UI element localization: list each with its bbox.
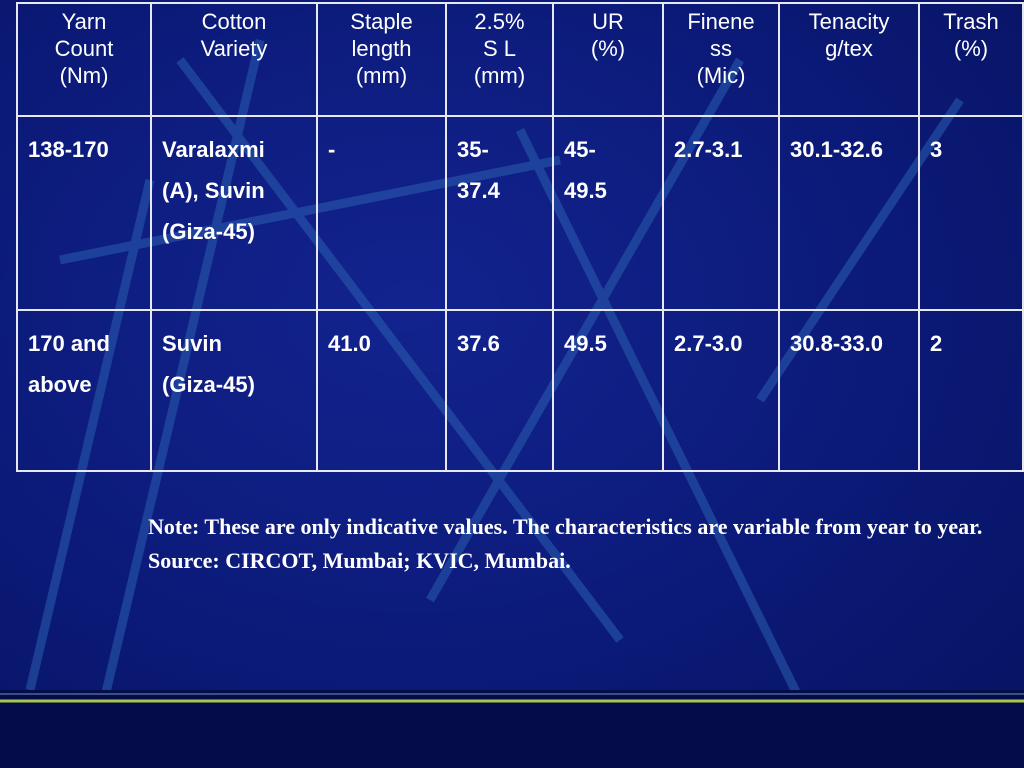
table-cell: 37.6 <box>445 309 554 472</box>
table-cell: 45- 49.5 <box>552 115 664 311</box>
table-cell: 138-170 <box>16 115 152 311</box>
header-cell: 2.5% S L (mm) <box>445 2 554 117</box>
header-cell: Tenacity g/tex <box>778 2 920 117</box>
table-cell: 2.7-3.0 <box>662 309 780 472</box>
table-cell: 35- 37.4 <box>445 115 554 311</box>
table-cell: 41.0 <box>316 309 447 472</box>
table-cell: 2 <box>918 309 1024 472</box>
header-cell: UR (%) <box>552 2 664 117</box>
table-cell: Varalaxmi (A), Suvin (Giza-45) <box>150 115 318 311</box>
source-text: Source: CIRCOT, Mumbai; KVIC, Mumbai. <box>148 548 571 573</box>
table-cell: 3 <box>918 115 1024 311</box>
header-row: Yarn Count (Nm) Cotton Variety Staple leng… <box>16 2 1024 117</box>
table-row: 138-170 Varalaxmi (A), Suvin (Giza-45) -35… <box>16 115 1024 311</box>
table-cell: - <box>316 115 447 311</box>
header-cell: Finene ss (Mic) <box>662 2 780 117</box>
table-cell: 2.7-3.1 <box>662 115 780 311</box>
note-text: Note: These are only indicative values. … <box>148 514 983 539</box>
table-cell: 49.5 <box>552 309 664 472</box>
header-cell: Trash (%) <box>918 2 1024 117</box>
table-row: 170 and above Suvin (Giza-45) 41.0 37.6 49.5… <box>16 309 1024 472</box>
table-cell: 30.1-32.6 <box>778 115 920 311</box>
table-cell: Suvin (Giza-45) <box>150 309 318 472</box>
table-cell: 170 and above <box>16 309 152 472</box>
header-cell: Yarn Count (Nm) <box>16 2 152 117</box>
data-table: Yarn Count (Nm) Cotton Variety Staple leng… <box>16 2 1024 472</box>
footnote: Note: These are only indicative values. … <box>148 510 1018 578</box>
header-cell: Staple length (mm) <box>316 2 447 117</box>
table-cell: 30.8-33.0 <box>778 309 920 472</box>
header-cell: Cotton Variety <box>150 2 318 117</box>
